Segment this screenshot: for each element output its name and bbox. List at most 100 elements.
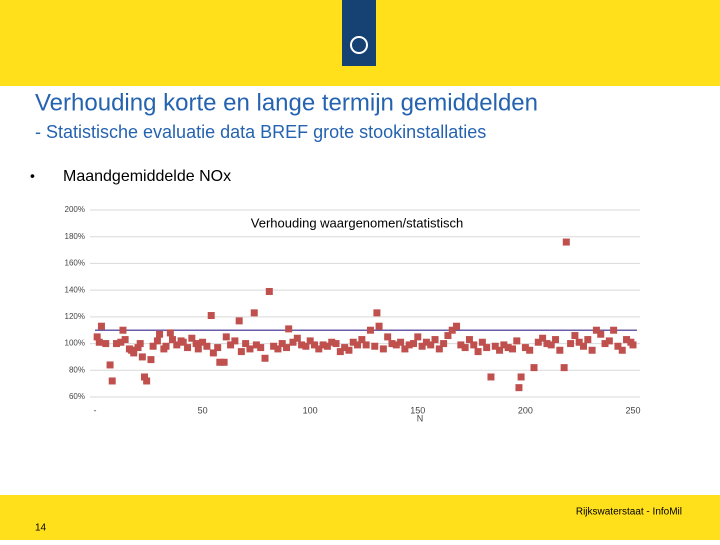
- point: [188, 334, 196, 342]
- page-number: 14: [35, 523, 47, 534]
- point: [508, 345, 516, 353]
- point: [113, 340, 121, 348]
- point: [227, 341, 235, 349]
- footer-band: [0, 495, 720, 540]
- chart-title: Verhouding waargenomen/statistisch: [251, 215, 463, 230]
- point: [422, 338, 430, 346]
- point: [373, 309, 381, 317]
- point: [149, 342, 157, 350]
- point: [401, 345, 409, 353]
- point: [306, 337, 314, 345]
- point: [431, 336, 439, 344]
- point: [453, 322, 461, 330]
- x-tick-label: -: [94, 405, 97, 415]
- point: [250, 309, 258, 317]
- point: [332, 340, 340, 348]
- point: [265, 287, 273, 295]
- point: [173, 341, 181, 349]
- y-tick-label: 120%: [65, 312, 85, 321]
- point: [156, 330, 164, 338]
- point: [192, 340, 200, 348]
- point: [235, 317, 243, 325]
- logo: [342, 0, 376, 66]
- y-tick-label: 80%: [69, 365, 85, 374]
- point: [323, 342, 331, 350]
- point: [435, 345, 443, 353]
- point: [285, 325, 293, 333]
- point: [336, 348, 344, 356]
- point: [179, 338, 187, 346]
- point: [513, 337, 521, 345]
- x-tick-label: 50: [198, 405, 208, 415]
- point: [521, 344, 529, 352]
- point: [203, 342, 211, 350]
- point: [539, 334, 547, 342]
- x-axis-label: N: [417, 413, 424, 423]
- point: [153, 337, 161, 345]
- y-tick-label: 160%: [65, 259, 85, 268]
- point: [470, 341, 478, 349]
- point: [465, 336, 473, 344]
- point: [392, 341, 400, 349]
- point: [562, 238, 570, 246]
- point: [397, 338, 405, 346]
- point: [614, 342, 622, 350]
- x-tick-label: 100: [303, 405, 318, 415]
- point: [194, 345, 202, 353]
- point: [409, 340, 417, 348]
- point: [543, 340, 551, 348]
- point: [214, 344, 222, 352]
- point: [349, 338, 357, 346]
- point: [102, 340, 110, 348]
- point: [274, 345, 282, 353]
- point: [375, 322, 383, 330]
- point: [405, 341, 413, 349]
- point: [575, 338, 583, 346]
- point: [302, 342, 310, 350]
- point: [345, 346, 353, 354]
- point: [379, 345, 387, 353]
- point: [209, 349, 217, 357]
- point: [117, 338, 125, 346]
- point: [414, 333, 422, 341]
- point: [491, 342, 499, 350]
- point: [252, 341, 260, 349]
- point: [500, 341, 508, 349]
- slide-title: Verhouding korte en lange termijn gemidd…: [35, 89, 538, 116]
- point: [547, 341, 555, 349]
- chart-area: [40, 198, 650, 430]
- point: [457, 341, 465, 349]
- point: [162, 342, 170, 350]
- point: [261, 354, 269, 362]
- point: [448, 326, 456, 334]
- point: [216, 358, 224, 366]
- point: [371, 342, 379, 350]
- point: [119, 326, 127, 334]
- point: [93, 333, 101, 341]
- point: [140, 373, 148, 381]
- point: [97, 322, 105, 330]
- point: [592, 326, 600, 334]
- point: [474, 348, 482, 356]
- point: [199, 338, 207, 346]
- point: [106, 361, 114, 369]
- point: [418, 342, 426, 350]
- point: [618, 346, 626, 354]
- point: [315, 345, 323, 353]
- point: [270, 342, 278, 350]
- point: [567, 340, 575, 348]
- y-tick-label: 60%: [69, 392, 85, 401]
- point: [136, 340, 144, 348]
- point: [571, 332, 579, 340]
- y-tick-label: 180%: [65, 232, 85, 241]
- logo-emblem: [350, 36, 368, 54]
- point: [526, 346, 534, 354]
- point: [283, 344, 291, 352]
- point: [605, 337, 613, 345]
- point: [487, 373, 495, 381]
- point: [597, 330, 605, 338]
- point: [143, 377, 151, 385]
- point: [242, 340, 250, 348]
- point: [483, 344, 491, 352]
